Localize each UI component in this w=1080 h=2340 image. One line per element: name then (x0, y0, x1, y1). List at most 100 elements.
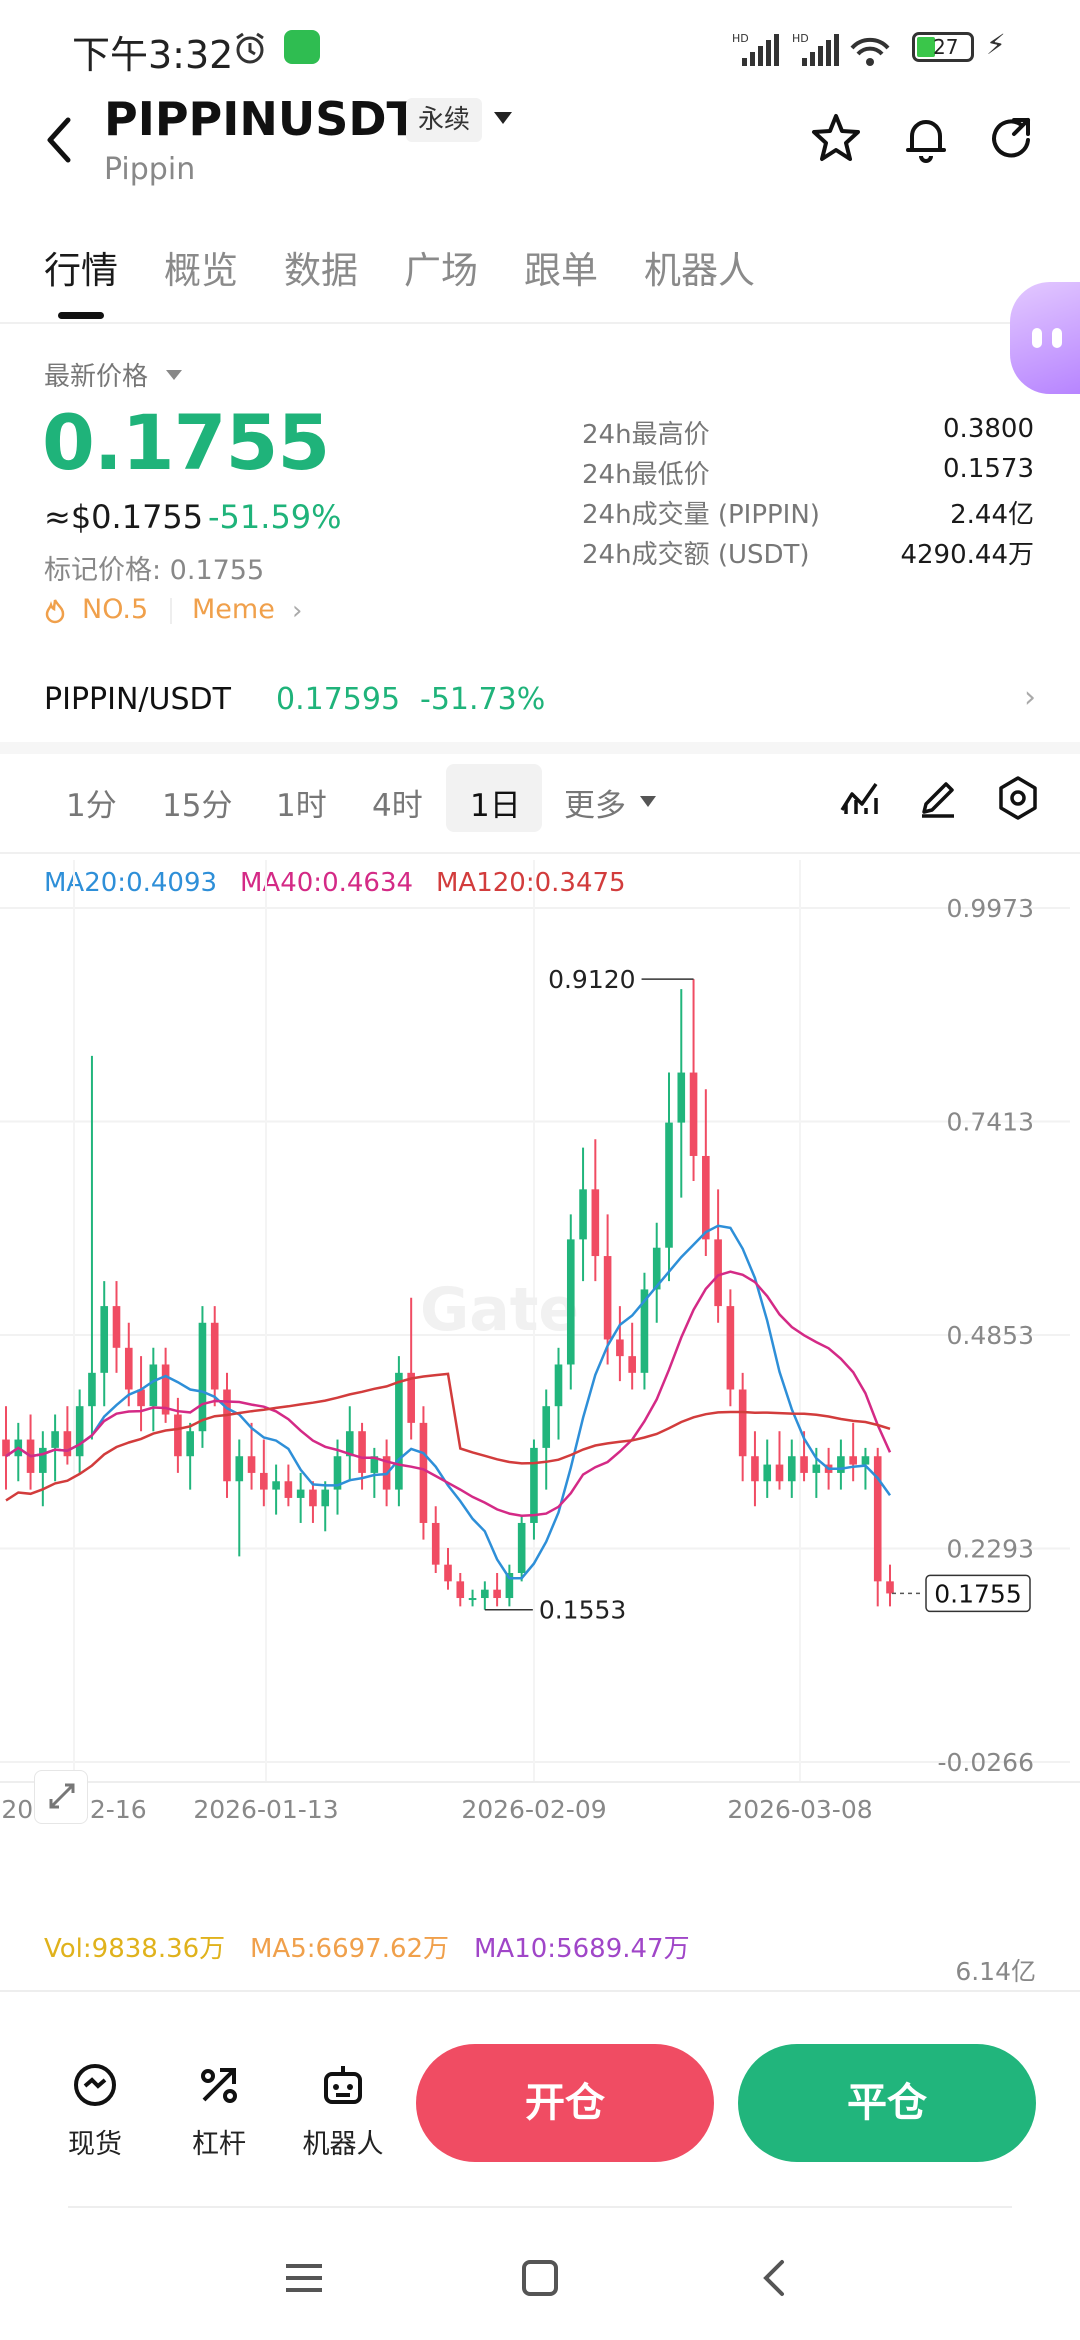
candle-body (763, 1464, 772, 1482)
candle-body (370, 1456, 379, 1473)
timeframe-more[interactable]: 更多 (564, 788, 626, 824)
open-position-button[interactable]: 开仓 (416, 2044, 714, 2162)
tab-overview[interactable]: 概览 (164, 249, 238, 292)
timeframe-4h[interactable]: 4时 (372, 788, 423, 824)
candle-body (296, 1489, 305, 1498)
candle-body (431, 1522, 440, 1565)
svg-text:HD: HD (792, 32, 809, 45)
y-axis-tick: -0.0266 (938, 1748, 1035, 1777)
candle-body (714, 1239, 722, 1307)
candle-body (75, 1406, 84, 1457)
tab-data[interactable]: 数据 (284, 249, 358, 292)
ma120-legend: MA120:0.3475 (436, 868, 626, 898)
back-nav-icon[interactable] (746, 2248, 806, 2308)
chart-watermark: Gate (420, 1275, 579, 1345)
candle-body (149, 1364, 158, 1407)
bot-action[interactable]: 机器人 (288, 2060, 398, 2161)
tab-copy-trade[interactable]: 跟单 (524, 249, 598, 292)
candle-body (51, 1431, 59, 1448)
candle-body (886, 1581, 894, 1594)
tab-square[interactable]: 广场 (404, 249, 478, 292)
stat-value-high: 0.3800 (943, 414, 1034, 444)
contract-type-dropdown-icon[interactable] (494, 112, 512, 124)
nav-divider (68, 2206, 1012, 2208)
candle-body (517, 1522, 526, 1574)
candle-body (321, 1489, 330, 1507)
candle-body (345, 1431, 354, 1457)
chevron-right-icon[interactable]: › (292, 596, 303, 626)
stat-value-volume: 2.44亿 (950, 500, 1034, 530)
usd-price: ≈$0.1755 (44, 498, 204, 536)
tab-bot[interactable]: 机器人 (644, 249, 755, 292)
candle-body (800, 1456, 808, 1473)
tabs-divider (0, 322, 1080, 324)
leverage-action[interactable]: 杠杆 (164, 2060, 274, 2161)
spot-pair-change: -51.73% (420, 682, 546, 717)
favorite-star-icon[interactable] (808, 110, 864, 166)
candle-body (137, 1389, 145, 1407)
ma120-line (5, 1372, 891, 1502)
candle-body (186, 1431, 194, 1457)
timeframe-1h[interactable]: 1时 (276, 788, 327, 824)
candle-body (260, 1472, 268, 1490)
close-position-button[interactable]: 平仓 (738, 2044, 1036, 2162)
candle-body (161, 1364, 170, 1415)
share-icon[interactable] (984, 110, 1040, 166)
candle-body (223, 1389, 231, 1482)
chart-settings-icon[interactable] (994, 774, 1042, 822)
latest-price-dropdown-icon[interactable] (166, 370, 182, 380)
candle-body (333, 1456, 342, 1490)
assistant-bubble[interactable] (1010, 282, 1080, 394)
candle-body (542, 1406, 551, 1448)
x-axis-tick: 2026-02-09 (461, 1795, 606, 1824)
draw-pen-icon[interactable] (914, 774, 962, 822)
candle-body (63, 1431, 72, 1457)
timeframe-1d[interactable]: 1日 (470, 788, 521, 824)
timeframe-divider (0, 852, 1080, 854)
candlestick-chart[interactable]: 0.99730.74130.48530.2293-0.02662025-12-1… (0, 860, 1080, 1890)
y-axis-tick: 0.7413 (947, 1108, 1034, 1137)
alert-bell-icon[interactable] (898, 110, 954, 166)
candle-body (505, 1573, 514, 1599)
timeframe-15m[interactable]: 15分 (162, 788, 233, 824)
rank-badge[interactable]: NO.5 (82, 594, 149, 625)
candle-body (100, 1306, 109, 1373)
spot-action[interactable]: 现货 (40, 2060, 150, 2161)
stat-label-volume: 24h成交量 (PIPPIN) (582, 500, 820, 530)
candle-body (419, 1422, 428, 1523)
timeframe-1m[interactable]: 1分 (66, 788, 117, 824)
x-axis-tick: 2026-01-13 (193, 1795, 338, 1824)
candle-body (775, 1464, 784, 1482)
vol-ma5-legend: MA5:6697.62万 (250, 1934, 450, 1964)
candle-body (726, 1306, 735, 1390)
last-price-tag-box (925, 1574, 1031, 1613)
alarm-icon (236, 32, 264, 64)
latest-price-label[interactable]: 最新价格 (44, 362, 149, 392)
more-dropdown-icon[interactable] (640, 796, 656, 807)
candle-body (198, 1322, 207, 1432)
category-tag[interactable]: Meme (192, 594, 275, 625)
contract-type-badge[interactable]: 永续 (406, 98, 483, 142)
candle-body (837, 1456, 845, 1473)
signal-icon: HD HD (732, 32, 890, 66)
back-icon[interactable] (40, 112, 80, 168)
candle-body (456, 1581, 465, 1599)
menu-nav-icon[interactable] (274, 2248, 334, 2308)
leverage-icon (201, 2068, 237, 2103)
tab-market[interactable]: 行情 (44, 249, 118, 292)
chevron-right-icon[interactable]: › (1024, 680, 1036, 715)
candle-body (689, 1072, 698, 1156)
indicator-icon[interactable] (836, 774, 884, 822)
candle-body (39, 1447, 47, 1473)
expand-chart-button[interactable] (34, 1770, 88, 1824)
candle-body (407, 1372, 415, 1423)
candle-body (628, 1356, 636, 1373)
home-nav-icon[interactable] (510, 2248, 570, 2308)
last-price-tag: 0.1755 (934, 1579, 1021, 1608)
stat-value-low: 0.1573 (943, 454, 1034, 484)
vol-ma10-legend: MA10:5689.47万 (474, 1934, 690, 1964)
stat-label-turnover: 24h成交额 (USDT) (582, 540, 810, 570)
candle-body (616, 1339, 624, 1357)
stat-label-high: 24h最高价 (582, 420, 710, 450)
status-time: 下午3:32 (72, 33, 234, 77)
